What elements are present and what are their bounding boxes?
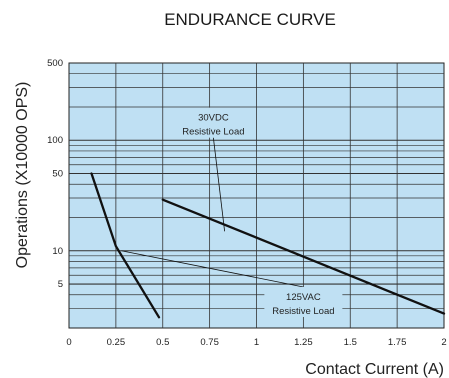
x-tick-label: 0.5 — [156, 337, 169, 348]
x-tick-label: 1.75 — [388, 337, 407, 348]
annotation-leader-1 — [212, 137, 226, 232]
x-tick-label: 2 — [441, 337, 446, 348]
series-line-1 — [90, 172, 161, 319]
x-axis-label: Contact Current (A) — [305, 361, 444, 378]
annotation-label-2: 125VAC — [286, 292, 321, 303]
y-tick-label: 500 — [47, 58, 63, 69]
y-tick-label: 100 — [47, 135, 63, 146]
y-axis-label: Operations (X10000 OPS) — [14, 82, 31, 269]
series-layer — [90, 172, 446, 319]
tick-labels: 0 0.25 0.5 0.75 1 1.25 1.5 1.75 2 5 10 50 100 500 — [47, 58, 447, 348]
annotation-box-2 — [264, 286, 343, 317]
annotation-label-1: Resistive Load — [182, 127, 244, 138]
y-tick-label: 10 — [52, 246, 63, 257]
y-tick-label: 50 — [52, 169, 63, 180]
x-tick-label: 1 — [254, 337, 259, 348]
annotation-layer: 30VDC Resistive Load 125VAC Resistive Load — [121, 107, 343, 317]
x-tick-label: 1.5 — [344, 337, 357, 348]
y-tick-label: 5 — [58, 279, 63, 290]
x-tick-label: 1.25 — [294, 337, 313, 348]
annotation-label-1: 30VDC — [198, 113, 229, 124]
annotation-box-1 — [174, 107, 253, 138]
x-tick-label: 0 — [66, 337, 71, 348]
x-tick-label: 0.25 — [107, 337, 126, 348]
x-tick-label: 0.75 — [200, 337, 219, 348]
chart-title: ENDURANCE CURVE — [164, 10, 336, 29]
annotation-label-2: Resistive Load — [272, 306, 334, 317]
grid — [69, 63, 444, 328]
annotation-leader-2 — [121, 250, 304, 288]
series-line-2 — [161, 198, 446, 315]
